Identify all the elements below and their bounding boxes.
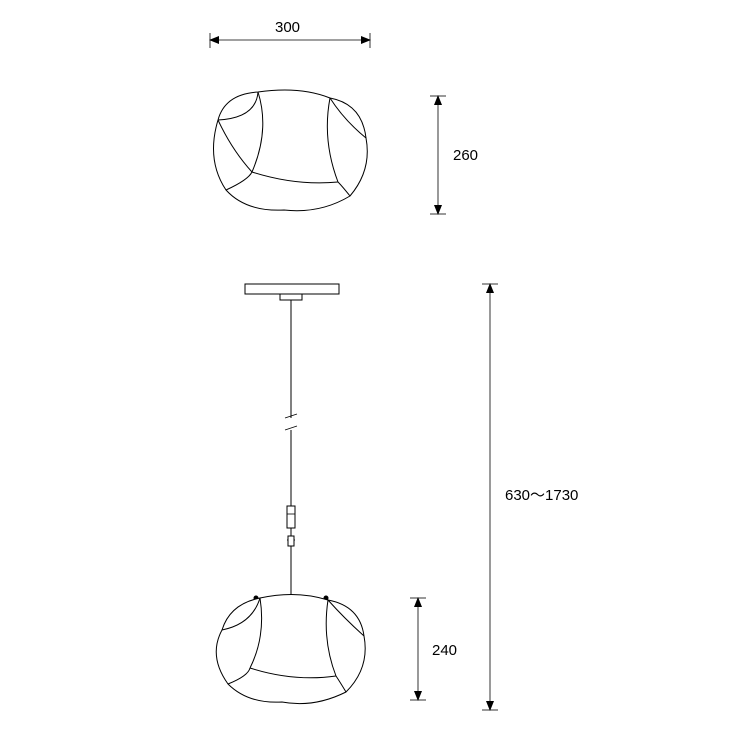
dim-height-260: 260 <box>430 96 478 214</box>
rock-height-label: 240 <box>432 642 457 659</box>
dimension-drawing: 300 260 <box>0 0 750 750</box>
rod-break <box>285 414 297 430</box>
total-height-label: 630～1730 <box>505 487 578 504</box>
top-rock-shape <box>214 90 368 211</box>
rod-collar <box>287 506 295 546</box>
dim-rock-240: 240 <box>410 598 457 700</box>
dim-width-300: 300 <box>210 19 370 48</box>
canopy <box>245 284 339 300</box>
dim-total-height: 630～1730 <box>482 284 578 710</box>
height-260-label: 260 <box>453 147 478 164</box>
width-label: 300 <box>275 19 300 36</box>
side-rock-shape <box>216 594 365 703</box>
